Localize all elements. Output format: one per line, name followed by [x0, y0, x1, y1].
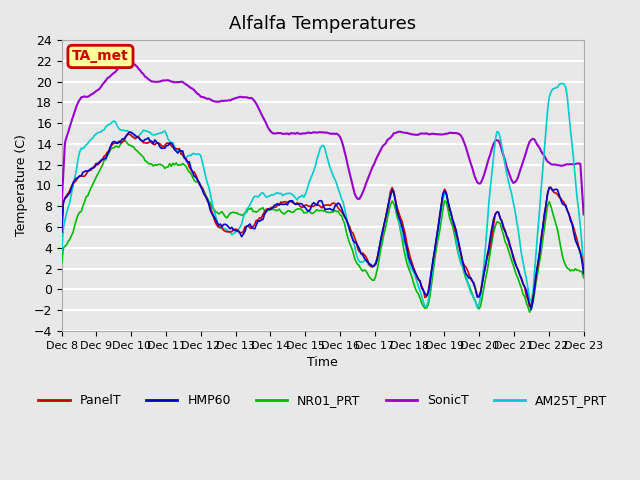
Title: Alfalfa Temperatures: Alfalfa Temperatures [229, 15, 416, 33]
Text: TA_met: TA_met [72, 49, 129, 63]
Legend: PanelT, HMP60, NR01_PRT, SonicT, AM25T_PRT: PanelT, HMP60, NR01_PRT, SonicT, AM25T_P… [33, 389, 612, 412]
X-axis label: Time: Time [307, 356, 338, 369]
Y-axis label: Temperature (C): Temperature (C) [15, 134, 28, 237]
